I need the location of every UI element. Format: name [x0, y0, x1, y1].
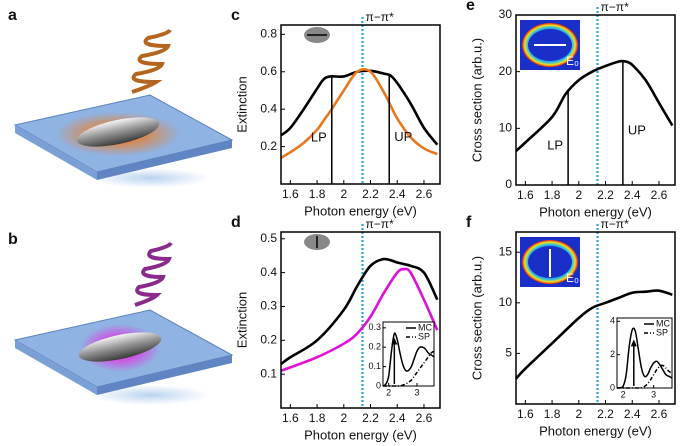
- marker-label: UP: [628, 123, 646, 138]
- x-tick-label: 3: [414, 387, 419, 397]
- y-tick-label: 10: [499, 121, 513, 135]
- field-label: E₀: [566, 54, 579, 68]
- x-tick-label: 1.6: [517, 407, 534, 421]
- x-tick-label: 2.6: [651, 407, 668, 421]
- y-axis-label: Extinction: [234, 292, 249, 348]
- reference-label: π−π*: [601, 0, 630, 14]
- panel-label: b: [8, 231, 18, 248]
- legend-label: SP: [656, 327, 668, 337]
- x-axis-label: Photon energy (eV): [304, 427, 417, 442]
- axes-frame: [382, 321, 435, 387]
- reference-label: π−π*: [366, 217, 395, 231]
- x-axis-label: Photon energy (eV): [539, 204, 652, 219]
- y-tick-label: 0.8: [260, 27, 277, 41]
- x-tick-label: 2: [340, 411, 347, 425]
- y-tick-label: 0.5: [260, 231, 277, 245]
- x-tick-label: 2.4: [389, 187, 406, 201]
- series-line: [616, 327, 673, 389]
- y-tick-label: 0.3: [260, 299, 277, 313]
- series-line: [280, 267, 439, 372]
- x-tick-label: 1.6: [282, 187, 299, 201]
- y-axis-label: Extinction: [234, 76, 249, 132]
- x-tick-label: 2.6: [416, 411, 433, 425]
- x-tick-label: 2.4: [624, 188, 641, 202]
- y-tick-label: 10: [499, 295, 513, 309]
- y-tick-label: 0: [376, 380, 381, 390]
- series-line: [280, 69, 439, 146]
- reference-label: π−π*: [601, 217, 630, 231]
- x-tick-label: 2: [575, 407, 582, 421]
- x-tick-label: 2.2: [362, 411, 379, 425]
- panel-label: d: [231, 214, 241, 231]
- series-line: [280, 68, 438, 159]
- axes-frame: [515, 14, 676, 186]
- x-axis-label: Photon energy (eV): [304, 203, 417, 218]
- y-tick-label: 0: [610, 382, 615, 392]
- axes-frame: [280, 231, 441, 409]
- x-tick-label: 1.8: [544, 188, 561, 202]
- legend-label: MC: [418, 322, 432, 332]
- x-axis-label: Photon energy (eV): [539, 423, 652, 438]
- series-line: [515, 289, 673, 380]
- x-tick-label: 2: [340, 187, 347, 201]
- x-tick-label: 2: [386, 387, 391, 397]
- y-tick-label: 0.2: [260, 332, 277, 346]
- y-tick-label: 4: [610, 316, 615, 326]
- y-tick-label: 20: [499, 64, 513, 78]
- y-tick-label: 2: [610, 349, 615, 359]
- x-tick-label: 2: [621, 389, 626, 399]
- arrow-head: [391, 337, 398, 345]
- marker-label: UP: [394, 129, 412, 144]
- x-tick-label: 2.2: [597, 188, 614, 202]
- illustration-a: [13, 28, 234, 188]
- legend-label: SP: [418, 331, 430, 341]
- y-tick-label: 0.1: [260, 366, 277, 380]
- reference-label: π−π*: [366, 10, 395, 24]
- y-tick-label: 0.3: [368, 322, 381, 332]
- y-axis-label: Cross section (arb.u.): [469, 256, 484, 380]
- x-tick-label: 2.2: [362, 187, 379, 201]
- panel-label: a: [8, 7, 17, 24]
- panel-label: f: [466, 214, 472, 231]
- x-tick-label: 1.6: [282, 411, 299, 425]
- x-tick-label: 1.8: [544, 407, 561, 421]
- y-tick-label: 0.1: [368, 361, 381, 371]
- series-line: [515, 59, 674, 152]
- series-line: [382, 332, 435, 387]
- series-line: [280, 257, 439, 366]
- y-tick-label: 5: [505, 346, 512, 360]
- y-tick-label: 0.4: [260, 265, 277, 279]
- axes-frame: [280, 24, 441, 185]
- x-tick-label: 2.4: [624, 407, 641, 421]
- x-tick-label: 3: [651, 389, 656, 399]
- marker-label: LP: [311, 130, 327, 145]
- x-tick-label: 1.8: [309, 411, 326, 425]
- axes-frame: [616, 317, 673, 389]
- y-tick-label: 0.4: [260, 101, 277, 115]
- x-tick-label: 2.4: [389, 411, 406, 425]
- y-tick-label: 30: [499, 7, 513, 21]
- illustration-b: [13, 241, 234, 405]
- x-tick-label: 1.8: [309, 187, 326, 201]
- x-tick-label: 2.6: [651, 188, 668, 202]
- y-tick-label: 0: [505, 177, 512, 191]
- x-tick-label: 2.6: [416, 187, 433, 201]
- y-tick-label: 15: [499, 244, 513, 258]
- panel-label: e: [466, 0, 475, 14]
- y-tick-label: 0.6: [260, 64, 277, 78]
- y-tick-label: 0.2: [260, 139, 277, 153]
- y-tick-label: 0.2: [368, 342, 381, 352]
- x-tick-label: 2: [575, 188, 582, 202]
- axes-frame: [515, 231, 676, 405]
- legend-label: MC: [656, 318, 670, 328]
- arrow-head: [630, 339, 637, 347]
- x-tick-label: 1.6: [517, 188, 534, 202]
- field-label: E₀: [566, 271, 579, 285]
- y-axis-label: Cross section (arb.u.): [469, 38, 484, 162]
- marker-label: LP: [547, 138, 563, 153]
- panel-label: c: [231, 7, 240, 24]
- x-tick-label: 2.2: [597, 407, 614, 421]
